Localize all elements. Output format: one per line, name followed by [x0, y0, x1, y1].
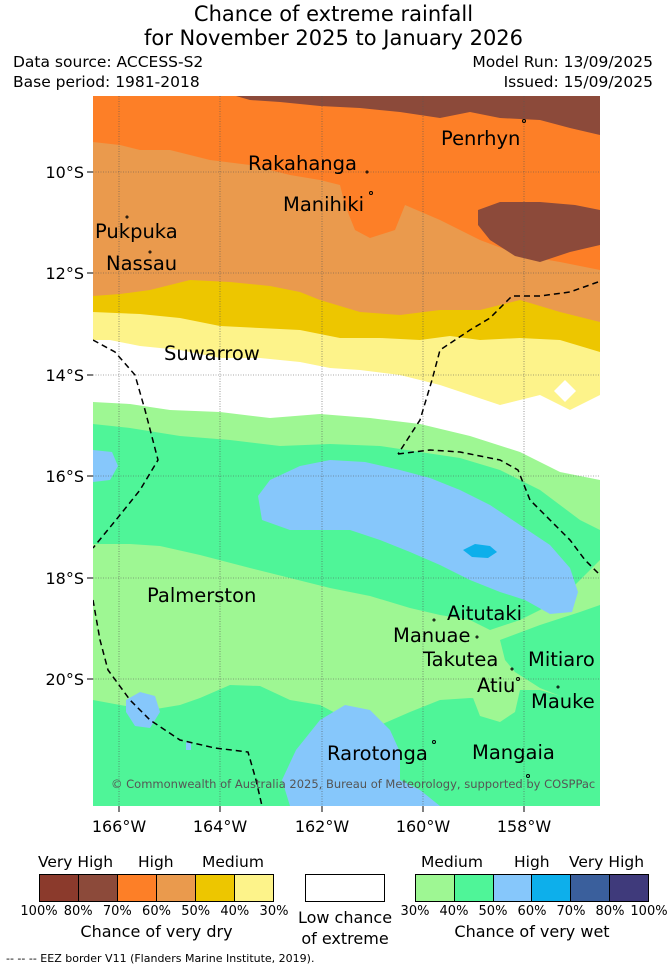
dry-swatch-1	[79, 875, 118, 901]
lon-tick-label: 158°W	[497, 817, 552, 836]
lat-tick-label: 18°S	[45, 569, 84, 588]
legend-wet-very-high: Very High	[569, 853, 645, 871]
rainfall-map: Penrhyn Rakahanga Manihiki Pukpuka Nassa…	[45, 96, 600, 836]
wet-swatch-1	[454, 875, 494, 901]
place-label-rakahanga: Rakahanga	[248, 152, 357, 175]
legend-dry-caption: Chance of very dry	[80, 922, 233, 941]
wet-pct-label: 80%	[595, 904, 625, 919]
data-source: Data source: ACCESS-S2	[13, 53, 204, 71]
dry-swatch-5	[235, 875, 273, 901]
dry-pct-label: 40%	[220, 904, 250, 919]
lat-tick-label: 20°S	[45, 670, 84, 689]
wet-pct-label: 100%	[630, 904, 667, 919]
legend-low-chance-caption-1: Low chance	[297, 908, 393, 927]
wet-50-60-patch-west	[93, 450, 118, 482]
wet-pct-label: 40%	[439, 904, 469, 919]
dry-swatch-4	[196, 875, 235, 901]
legend-dry-high: High	[138, 853, 174, 871]
wet-30-40-patch-southeast	[470, 680, 520, 722]
place-label-mangaia: Mangaia	[472, 741, 555, 764]
lat-tick-label: 14°S	[45, 366, 84, 385]
place-label-rarotonga: Rarotonga	[327, 742, 428, 765]
dry-swatch-3	[157, 875, 196, 901]
issued-date: Issued: 15/09/2025	[503, 73, 653, 91]
place-label-aitutaki: Aitutaki	[447, 602, 522, 625]
lon-tick-label: 164°W	[193, 817, 248, 836]
place-label-mitiaro: Mitiaro	[528, 648, 595, 671]
lat-tick-label: 16°S	[45, 467, 84, 486]
wet-swatch-0	[416, 875, 455, 901]
dry-pct-label: 100%	[20, 904, 58, 919]
wet-pct-label: 50%	[478, 904, 508, 919]
wet-pct-label: 60%	[517, 904, 547, 919]
legend-low-chance-caption-2: of extreme	[301, 929, 389, 948]
copyright-notice: © Commonwealth of Australia 2025, Bureau…	[111, 777, 595, 791]
model-run: Model Run: 13/09/2025	[472, 53, 653, 71]
lon-tick-label: 160°W	[396, 817, 451, 836]
base-period: Base period: 1981-2018	[13, 73, 200, 91]
lon-tick-label: 162°W	[295, 817, 350, 836]
place-label-pukapuka: Pukpuka	[95, 220, 178, 243]
eez-border	[93, 281, 600, 806]
place-label-nassau: Nassau	[106, 252, 177, 275]
dry-70-80-patch-north	[236, 96, 600, 135]
legend-wet-medium: Medium	[421, 853, 483, 871]
place-label-manuae: Manuae	[393, 624, 470, 647]
axis-ticks	[87, 171, 525, 812]
dry-pct-label: 70%	[102, 904, 132, 919]
dry-swatch-0	[40, 875, 79, 901]
wet-50-60-patch-southwest	[126, 692, 160, 728]
place-label-palmerston: Palmerston	[147, 584, 256, 607]
place-label-takutea: Takutea	[422, 648, 498, 671]
legend-dry-very-high: Very High	[38, 853, 114, 871]
dry-pct-label: 50%	[181, 904, 211, 919]
legend-dry-medium: Medium	[202, 853, 264, 871]
lat-tick-label: 12°S	[45, 264, 84, 283]
place-label-manihiki: Manihiki	[283, 193, 364, 216]
wet-swatch-5	[610, 875, 648, 901]
wet-40-50-patch-east	[500, 605, 600, 706]
legend-dry-percentages: 100% 80% 70% 60% 50% 40% 30%	[20, 904, 288, 920]
legend-wet-percentages: 30% 40% 50% 60% 70% 80% 100%	[401, 904, 667, 920]
place-label-penrhyn: Penrhyn	[441, 127, 520, 150]
place-label-suwarrow: Suwarrow	[164, 342, 260, 365]
island-markers	[125, 119, 560, 778]
dry-swatch-2	[118, 875, 157, 901]
chart-title-line2: for November 2025 to January 2026	[143, 26, 524, 50]
wet-60-70-patch	[463, 544, 497, 558]
legend-low-chance-swatch	[305, 874, 385, 902]
legend-wet-caption: Chance of very wet	[454, 922, 610, 941]
wet-50-60-patch-south	[282, 705, 440, 806]
wet-pct-label: 70%	[556, 904, 586, 919]
dry-pct-label: 80%	[63, 904, 93, 919]
lon-tick-label: 166°W	[92, 817, 147, 836]
dry-pct-label: 60%	[142, 904, 171, 919]
dry-70-80-patch-east	[478, 202, 600, 262]
dry-pct-label: 30%	[259, 904, 289, 919]
wet-50-60-dot	[186, 742, 191, 750]
wet-swatch-2	[493, 875, 533, 901]
lat-tick-label: 10°S	[45, 163, 84, 182]
legend-dry-colorbar	[39, 874, 274, 902]
eez-border-footnote: -- -- -- EEZ border V11 (Flanders Marine…	[6, 952, 315, 965]
legend-wet-colorbar	[415, 874, 649, 902]
wet-swatch-4	[571, 875, 611, 901]
wet-pct-label: 30%	[400, 904, 430, 919]
chart-title-line1: Chance of extreme rainfall	[193, 2, 474, 26]
wet-swatch-3	[532, 875, 572, 901]
wet-50-60-band-central	[258, 460, 578, 614]
dry-30-40-white-hole	[554, 380, 576, 402]
legend-wet-high: High	[514, 853, 550, 871]
place-label-atiu: Atiu	[477, 674, 515, 697]
place-label-mauke: Mauke	[531, 690, 595, 713]
